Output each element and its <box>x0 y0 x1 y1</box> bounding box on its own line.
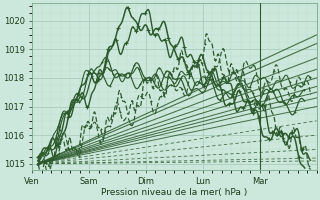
X-axis label: Pression niveau de la mer( hPa ): Pression niveau de la mer( hPa ) <box>101 188 247 197</box>
